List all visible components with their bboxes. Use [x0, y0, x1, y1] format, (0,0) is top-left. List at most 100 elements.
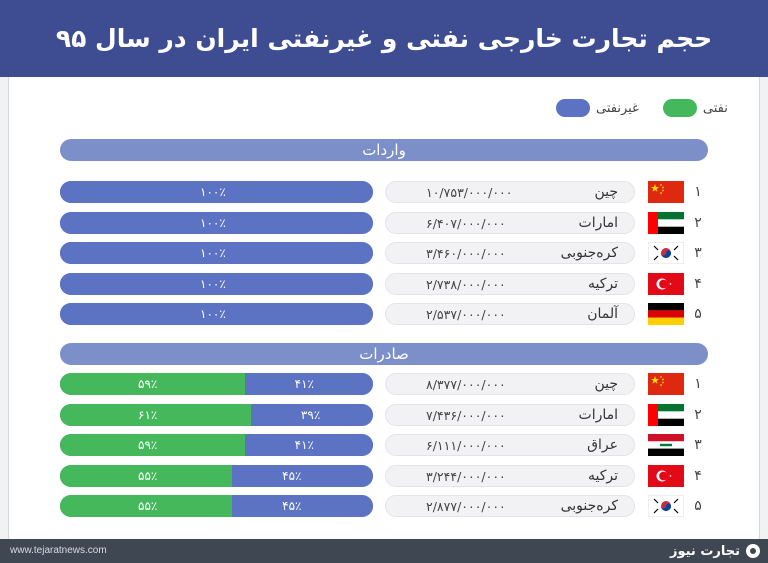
- south-korea-flag-icon: [648, 242, 684, 264]
- table-row: ۱۰۰٪ ۱۰/۷۵۳/۰۰۰/۰۰۰ چین ۱: [0, 181, 768, 203]
- nonoil-share-label: ۱۰۰٪: [200, 185, 226, 199]
- legend-oil-label: نفتی: [702, 100, 728, 116]
- trade-value: ۱۰/۷۵۳/۰۰۰/۰۰۰: [426, 185, 513, 200]
- footer: www.tejaratnews.com تجارت نیوز: [0, 539, 768, 563]
- footer-brand-label: تجارت نیوز: [669, 543, 740, 559]
- nonoil-share-bar: ۱۰۰٪: [60, 211, 373, 234]
- oil-share-label: ۵۵٪: [138, 468, 158, 483]
- rank-number: ۳: [694, 437, 702, 453]
- trade-value: ۶/۴۰۷/۰۰۰/۰۰۰: [426, 215, 506, 231]
- nonoil-share-label: ۴۱٪: [294, 377, 314, 391]
- rank-number: ۱: [694, 376, 702, 392]
- nonoil-share-bar: ۱۰۰٪: [60, 303, 373, 325]
- iraq-flag-icon: [648, 434, 684, 456]
- oil-share-bar: ۵۹٪: [60, 373, 245, 395]
- legend-oil-swatch: [662, 99, 697, 117]
- value-pill: ۶/۴۰۷/۰۰۰/۰۰۰ امارات: [385, 211, 635, 234]
- nonoil-share-label: ۳۹٪: [300, 407, 321, 422]
- country-name: عراق: [587, 437, 618, 453]
- nonoil-share-bar: ۴۱٪: [244, 434, 373, 456]
- trade-value: ۲/۷۳۸/۰۰۰/۰۰۰: [426, 276, 506, 292]
- table-row: ۵۵٪ ۴۵٪ ۳/۲۴۴/۰۰۰/۰۰۰ ترکیه ۴: [0, 464, 768, 487]
- rank-number: ۵: [694, 498, 702, 514]
- table-row: ۱۰۰٪ ۲/۷۳۸/۰۰۰/۰۰۰ ترکیه ۴: [0, 272, 768, 295]
- country-name: امارات: [578, 406, 618, 423]
- share-bar: ۵۹٪ ۴۱٪: [60, 373, 373, 395]
- country-name: ترکیه: [587, 467, 618, 484]
- nonoil-share-label: ۴۵٪: [282, 468, 302, 483]
- trade-value: ۶/۱۱۱/۰۰۰/۰۰۰: [426, 438, 506, 453]
- table-row: ۱۰۰٪ ۶/۴۰۷/۰۰۰/۰۰۰ امارات ۲: [0, 211, 768, 234]
- nonoil-share-bar: ۳۹٪: [250, 403, 373, 426]
- nonoil-share-label: ۱۰۰٪: [200, 307, 226, 321]
- share-bar: ۵۵٪ ۴۵٪: [60, 464, 373, 487]
- nonoil-share-label: ۴۱٪: [294, 438, 314, 452]
- value-pill: ۳/۲۴۴/۰۰۰/۰۰۰ ترکیه: [385, 464, 635, 487]
- table-row: ۵۹٪ ۴۱٪ ۶/۱۱۱/۰۰۰/۰۰۰ عراق ۳: [0, 434, 768, 456]
- nonoil-share-label: ۱۰۰٪: [200, 215, 226, 230]
- south-korea-flag-icon: [648, 495, 684, 517]
- share-bar: ۱۰۰٪: [60, 272, 373, 295]
- share-bar: ۵۹٪ ۴۱٪: [60, 434, 373, 456]
- rank-number: ۳: [694, 245, 702, 261]
- nonoil-share-bar: ۱۰۰٪: [60, 272, 373, 295]
- germany-flag-icon: [648, 303, 684, 325]
- rank-number: ۲: [694, 406, 702, 423]
- turkey-flag-icon: [648, 464, 684, 487]
- country-name: آلمان: [587, 306, 618, 322]
- share-bar: ۵۵٪ ۴۵٪: [60, 495, 373, 517]
- china-flag-icon: [648, 181, 684, 203]
- footer-url[interactable]: www.tejaratnews.com: [10, 545, 107, 556]
- page-title: حجم تجارت خارجی نفتی و غیرنفتی ایران در …: [55, 24, 713, 53]
- legend-nonoil-swatch: [556, 99, 590, 117]
- rank-number: ۵: [694, 306, 702, 322]
- rank-number: ۴: [694, 467, 702, 484]
- value-pill: ۲/۵۳۷/۰۰۰/۰۰۰ آلمان: [385, 303, 635, 325]
- brand-logo-icon: [746, 544, 760, 558]
- uae-flag-icon: [648, 211, 684, 234]
- share-bar: ۱۰۰٪: [60, 303, 373, 325]
- nonoil-share-label: ۴۵٪: [282, 499, 302, 513]
- table-row: ۱۰۰٪ ۲/۵۳۷/۰۰۰/۰۰۰ آلمان ۵: [0, 303, 768, 325]
- nonoil-share-bar: ۱۰۰٪: [60, 181, 373, 203]
- share-bar: ۱۰۰٪: [60, 242, 373, 264]
- oil-share-label: ۶۱٪: [138, 407, 158, 422]
- legend-nonoil-label: غیرنفتی: [596, 100, 639, 116]
- value-pill: ۲/۷۳۸/۰۰۰/۰۰۰ ترکیه: [385, 272, 635, 295]
- oil-share-bar: ۶۱٪: [60, 403, 251, 426]
- legend: نفتی غیرنفتی: [556, 98, 734, 118]
- trade-value: ۸/۳۷۷/۰۰۰/۰۰۰: [426, 377, 506, 392]
- oil-share-label: ۵۵٪: [138, 499, 158, 513]
- value-pill: ۳/۴۶۰/۰۰۰/۰۰۰ کره‌جنوبی: [385, 242, 635, 264]
- turkey-flag-icon: [648, 272, 684, 295]
- value-pill: ۶/۱۱۱/۰۰۰/۰۰۰ عراق: [385, 434, 635, 456]
- country-name: امارات: [578, 214, 618, 231]
- share-bar: ۱۰۰٪: [60, 181, 373, 203]
- trade-value: ۷/۴۳۶/۰۰۰/۰۰۰: [426, 407, 506, 423]
- country-name: کره‌جنوبی: [560, 498, 618, 514]
- trade-value: ۲/۵۳۷/۰۰۰/۰۰۰: [426, 307, 506, 322]
- share-bar: ۱۰۰٪: [60, 211, 373, 234]
- trade-value: ۲/۸۷۷/۰۰۰/۰۰۰: [426, 499, 506, 514]
- nonoil-share-label: ۱۰۰٪: [200, 276, 226, 291]
- value-pill: ۱۰/۷۵۳/۰۰۰/۰۰۰ چین: [385, 181, 635, 203]
- table-row: ۵۹٪ ۴۱٪ ۸/۳۷۷/۰۰۰/۰۰۰ چین ۱: [0, 373, 768, 395]
- nonoil-share-bar: ۴۵٪: [232, 464, 373, 487]
- nonoil-share-bar: ۴۵٪: [232, 495, 373, 517]
- china-flag-icon: [648, 373, 684, 395]
- section-imports-header: واردات: [60, 139, 708, 161]
- table-row: ۱۰۰٪ ۳/۴۶۰/۰۰۰/۰۰۰ کره‌جنوبی ۳: [0, 242, 768, 264]
- uae-flag-icon: [648, 403, 684, 426]
- country-name: چین: [594, 184, 618, 200]
- table-row: ۶۱٪ ۳۹٪ ۷/۴۳۶/۰۰۰/۰۰۰ امارات ۲: [0, 403, 768, 426]
- country-name: ترکیه: [587, 275, 618, 292]
- table-row: ۵۵٪ ۴۵٪ ۲/۸۷۷/۰۰۰/۰۰۰ کره‌جنوبی ۵: [0, 495, 768, 517]
- country-name: کره‌جنوبی: [560, 245, 618, 261]
- oil-share-bar: ۵۵٪: [60, 495, 233, 517]
- section-exports-header: صادرات: [60, 343, 708, 365]
- oil-share-bar: ۵۵٪: [60, 464, 233, 487]
- oil-share-bar: ۵۹٪: [60, 434, 245, 456]
- nonoil-share-label: ۱۰۰٪: [200, 246, 226, 260]
- oil-share-label: ۵۹٪: [138, 438, 158, 452]
- value-pill: ۸/۳۷۷/۰۰۰/۰۰۰ چین: [385, 373, 635, 395]
